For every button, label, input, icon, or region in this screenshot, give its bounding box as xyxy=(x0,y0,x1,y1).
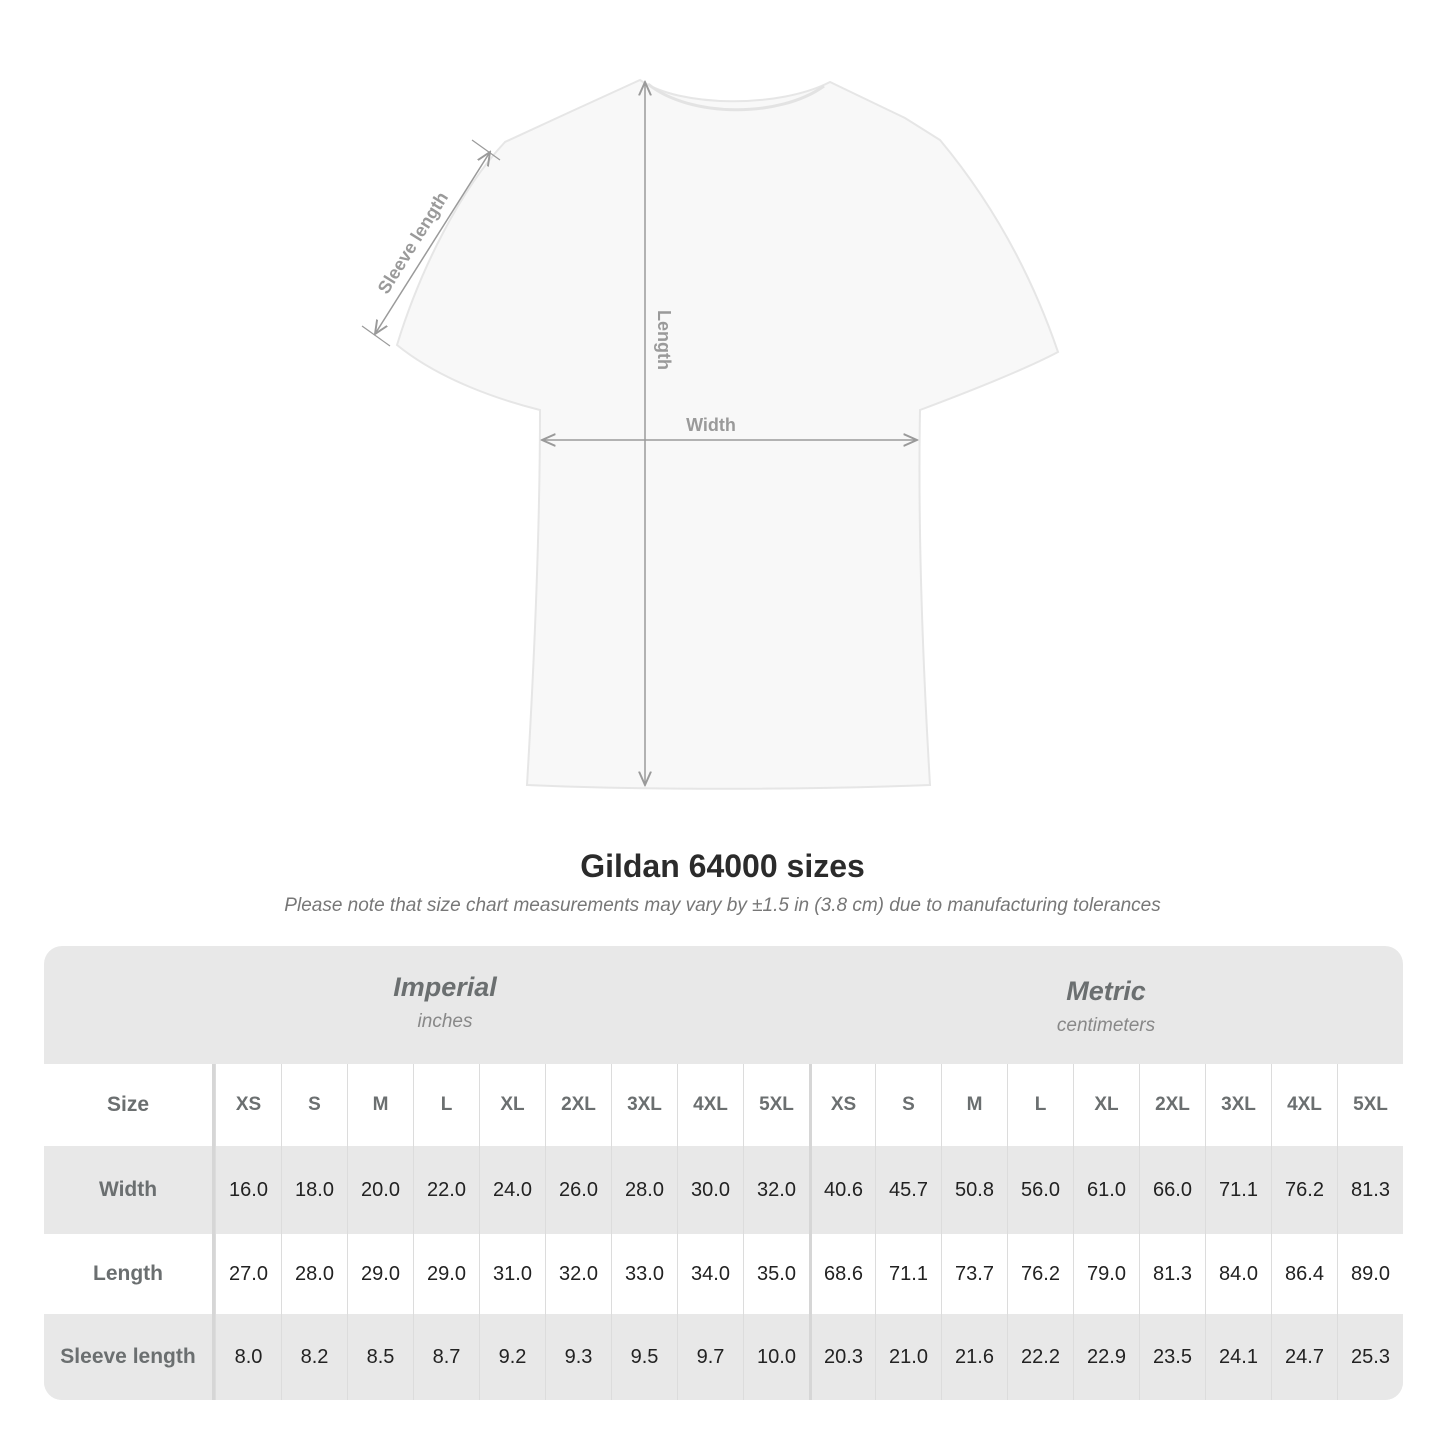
table-cell: 20.0 xyxy=(347,1146,413,1234)
size-header-cell: 3XL xyxy=(1205,1064,1271,1146)
table-row: Width 16.0 18.0 20.0 22.0 24.0 26.0 28.0 30.0 32.… xyxy=(44,1146,1403,1234)
table-cell: 71.1 xyxy=(875,1234,941,1314)
width-label: Width xyxy=(686,415,736,435)
table-cell: 86.4 xyxy=(1271,1234,1337,1314)
table-cell: 61.0 xyxy=(1073,1146,1139,1234)
size-header-cell: L xyxy=(413,1064,479,1146)
table-cell: 56.0 xyxy=(1007,1146,1073,1234)
table-cell: 24.7 xyxy=(1271,1314,1337,1400)
table-cell: 35.0 xyxy=(743,1234,809,1314)
table-cell: 26.0 xyxy=(545,1146,611,1234)
metric-label: Metric xyxy=(1066,976,1146,1006)
size-header-cell: M xyxy=(941,1064,1007,1146)
table-cell: 89.0 xyxy=(1337,1234,1403,1314)
table-cell: 29.0 xyxy=(347,1234,413,1314)
table-cell: 31.0 xyxy=(479,1234,545,1314)
sleeve-arrow xyxy=(375,152,490,334)
tolerance-note: Please note that size chart measurements… xyxy=(284,895,1161,916)
table-cell: 10.0 xyxy=(743,1314,809,1400)
tshirt-diagram: Sleeve length Length Width xyxy=(361,78,1060,790)
imperial-unit: inches xyxy=(417,1011,473,1032)
table-cell: 21.6 xyxy=(941,1314,1007,1400)
table-row: Length 27.0 28.0 29.0 29.0 31.0 32.0 33.0 34.0 35… xyxy=(44,1234,1403,1314)
table-cell: 32.0 xyxy=(743,1146,809,1234)
row-label: Width xyxy=(44,1146,215,1234)
imperial-label: Imperial xyxy=(393,972,497,1002)
table-cell: 30.0 xyxy=(677,1146,743,1234)
table-cell: 18.0 xyxy=(281,1146,347,1234)
table-cell: 84.0 xyxy=(1205,1234,1271,1314)
size-header-cell: 5XL xyxy=(1337,1064,1403,1146)
size-header-cell: XS xyxy=(215,1064,281,1146)
table-cell: 8.5 xyxy=(347,1314,413,1400)
table-cell: 24.0 xyxy=(479,1146,545,1234)
table-cell: 76.2 xyxy=(1271,1146,1337,1234)
size-header-cell: M xyxy=(347,1064,413,1146)
table-cell: 40.6 xyxy=(809,1146,875,1234)
table-cell: 9.5 xyxy=(611,1314,677,1400)
size-header-cell: XL xyxy=(1073,1064,1139,1146)
size-label: Size xyxy=(44,1064,215,1146)
table-cell: 9.7 xyxy=(677,1314,743,1400)
size-header-cell: L xyxy=(1007,1064,1073,1146)
size-table: Imperial inches Metric centimeters Size … xyxy=(44,946,1403,1400)
size-header-cell: 4XL xyxy=(677,1064,743,1146)
size-header-row: Size XS S M L XL 2XL 3XL 4XL 5XL XS S M L XL 2XL 3XL 4XL… xyxy=(44,1064,1403,1146)
table-cell: 28.0 xyxy=(281,1234,347,1314)
table-cell: 81.3 xyxy=(1337,1146,1403,1234)
size-header-cell: S xyxy=(281,1064,347,1146)
table-cell: 22.0 xyxy=(413,1146,479,1234)
size-header-cell: 3XL xyxy=(611,1064,677,1146)
table-cell: 32.0 xyxy=(545,1234,611,1314)
length-label: Length xyxy=(654,310,674,370)
table-cell: 23.5 xyxy=(1139,1314,1205,1400)
table-cell: 16.0 xyxy=(215,1146,281,1234)
table-cell: 24.1 xyxy=(1205,1314,1271,1400)
metric-unit: centimeters xyxy=(1056,1015,1156,1036)
table-cell: 34.0 xyxy=(677,1234,743,1314)
table-cell: 76.2 xyxy=(1007,1234,1073,1314)
size-header-cell: S xyxy=(875,1064,941,1146)
table-cell: 9.2 xyxy=(479,1314,545,1400)
table-row: Sleeve length 8.0 8.2 8.5 8.7 9.2 9.3 9.5 9.7 10.… xyxy=(44,1314,1403,1400)
table-cell: 79.0 xyxy=(1073,1234,1139,1314)
table-cell: 33.0 xyxy=(611,1234,677,1314)
table-cell: 68.6 xyxy=(809,1234,875,1314)
table-cell: 81.3 xyxy=(1139,1234,1205,1314)
size-header-cell: 2XL xyxy=(545,1064,611,1146)
row-label: Length xyxy=(44,1234,215,1314)
table-cell: 45.7 xyxy=(875,1146,941,1234)
size-header-cell: 2XL xyxy=(1139,1064,1205,1146)
table-cell: 66.0 xyxy=(1139,1146,1205,1234)
table-cell: 8.7 xyxy=(413,1314,479,1400)
table-cell: 9.3 xyxy=(545,1314,611,1400)
table-cell: 25.3 xyxy=(1337,1314,1403,1400)
table-cell: 22.9 xyxy=(1073,1314,1139,1400)
table-cell: 8.2 xyxy=(281,1314,347,1400)
table-cell: 29.0 xyxy=(413,1234,479,1314)
size-header-cell: XL xyxy=(479,1064,545,1146)
table-cell: 28.0 xyxy=(611,1146,677,1234)
table-cell: 73.7 xyxy=(941,1234,1007,1314)
table-cell: 21.0 xyxy=(875,1314,941,1400)
table-cell: 71.1 xyxy=(1205,1146,1271,1234)
size-header-cell: 5XL xyxy=(743,1064,809,1146)
size-header-cell: 4XL xyxy=(1271,1064,1337,1146)
imperial-header: Imperial inches xyxy=(215,946,675,1064)
table-cell: 22.2 xyxy=(1007,1314,1073,1400)
table-cell: 27.0 xyxy=(215,1234,281,1314)
row-label: Sleeve length xyxy=(44,1314,215,1400)
table-cell: 50.8 xyxy=(941,1146,1007,1234)
page-title: Gildan 64000 sizes xyxy=(580,848,865,884)
table-cell: 8.0 xyxy=(215,1314,281,1400)
table-cell: 20.3 xyxy=(809,1314,875,1400)
size-header-cell: XS xyxy=(809,1064,875,1146)
metric-header: Metric centimeters xyxy=(809,946,1403,1064)
